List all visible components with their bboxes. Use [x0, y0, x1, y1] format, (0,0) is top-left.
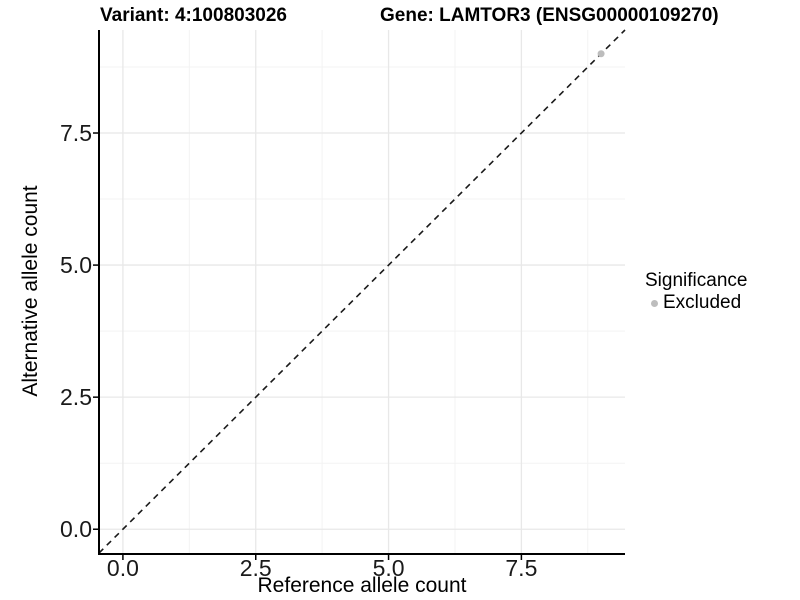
legend-entries: Excluded	[645, 292, 747, 314]
y-tick-label: 7.5	[60, 120, 92, 146]
variant-title: Variant: 4:100803026	[100, 5, 287, 26]
y-tick-label: 0.0	[60, 516, 92, 543]
x-tick-label: 5.0	[372, 555, 405, 581]
legend-entry: Excluded	[645, 292, 747, 314]
x-tick-label: 7.5	[505, 555, 538, 581]
legend-key	[645, 294, 663, 312]
legend: Significance Excluded	[645, 270, 747, 314]
x-axis-title: Reference allele count	[257, 574, 467, 597]
legend-title: Significance	[645, 270, 748, 291]
gene-title: Gene: LAMTOR3 (ENSG00000109270)	[380, 5, 719, 26]
y-tick-label: 5.0	[60, 252, 92, 279]
y-tick-label: 2.5	[60, 384, 92, 411]
excluded-point-icon	[650, 299, 658, 307]
x-tick-label: 2.5	[239, 555, 272, 581]
legend-entry-label: Excluded	[663, 292, 742, 313]
data-point	[597, 50, 605, 58]
x-tick-label: 0.0	[106, 555, 139, 581]
identity-line	[98, 29, 626, 554]
